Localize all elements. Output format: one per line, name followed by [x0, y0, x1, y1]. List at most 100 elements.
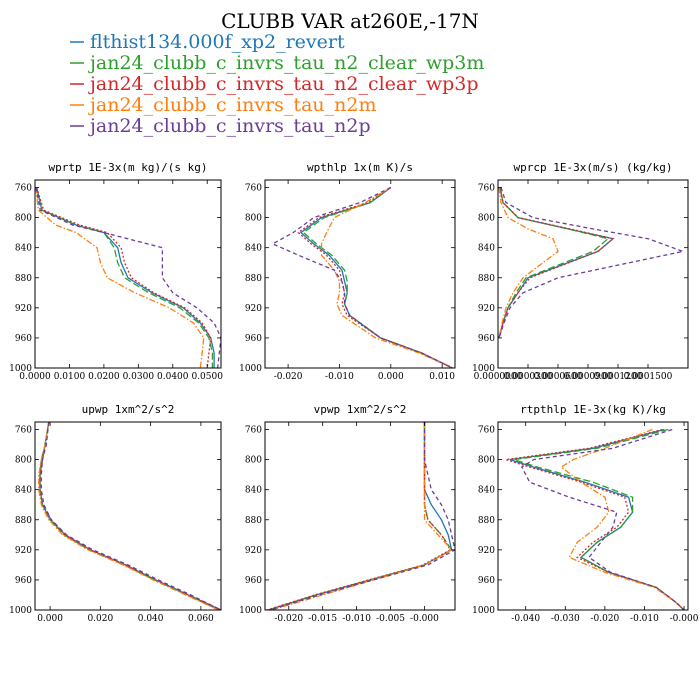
- y-tick-label: 1000: [472, 364, 495, 374]
- x-tick-label: -0.020: [274, 614, 303, 624]
- series-group: [38, 422, 221, 610]
- panel: wpthlp 1x(m K)/s 760 800 840 880 920 960 1000 -0…: [239, 161, 456, 382]
- y-tick-label: 920: [245, 304, 262, 314]
- series-group: [498, 187, 686, 339]
- y-tick-label: 1000: [239, 364, 262, 374]
- y-tick-label: 800: [15, 456, 32, 466]
- series-line: [513, 428, 685, 610]
- y-tick-label: 960: [15, 576, 32, 586]
- plot-frame: [497, 179, 689, 369]
- panel: rtpthlp 1E-3x(kg K)/kg 760 800 840 880 920 960…: [472, 403, 699, 624]
- series-line: [40, 422, 221, 610]
- y-tick-label: 880: [15, 516, 32, 526]
- panel-title: wprcp 1E-3x(m/s) (kg/kg): [514, 161, 673, 174]
- y-tick-label: 840: [245, 244, 262, 254]
- series-line: [39, 422, 221, 610]
- panel-title: vpwp 1xm^2/s^2: [314, 403, 407, 416]
- series-line: [498, 187, 610, 339]
- y-tick-label: 760: [478, 426, 495, 436]
- legend-entry: flthist134.000f_xp2_revert: [70, 31, 345, 53]
- x-tick-label: -0.015: [308, 614, 337, 624]
- panel-title: wprtp 1E-3x(m kg)/(s kg): [49, 161, 208, 174]
- y-tick-label: 840: [15, 486, 32, 496]
- y-tick-label: 760: [245, 184, 262, 194]
- series-line: [271, 186, 453, 368]
- panel: upwp 1xm^2/s^2 760 800 840 880 920 960 1000 0.00…: [9, 403, 222, 624]
- x-tick-label: 0.0000: [19, 372, 51, 382]
- y-tick-label: 920: [15, 546, 32, 556]
- legend-label: jan24_clubb_c_invrs_tau_n2m: [88, 94, 376, 116]
- y-tick-label: 960: [245, 334, 262, 344]
- series-line: [520, 428, 685, 610]
- x-tick-label: 0.0000600: [534, 372, 583, 382]
- series-line: [320, 186, 453, 368]
- x-tick-label: 0.0001500: [624, 372, 673, 382]
- x-tick-label: 0.0000900: [564, 372, 613, 382]
- x-tick-label: -0.010: [630, 614, 659, 624]
- y-tick-label: 840: [245, 486, 262, 496]
- y-tick-label: 1000: [472, 606, 495, 616]
- y-tick-label: 920: [478, 546, 495, 556]
- series-group: [35, 187, 221, 368]
- panel: vpwp 1xm^2/s^2 760 800 840 880 920 960 1000 -0.0…: [239, 403, 456, 624]
- panel: wprtp 1E-3x(m kg)/(s kg) 760 800 840 880 920 9…: [9, 161, 223, 382]
- series-line: [35, 187, 221, 368]
- series-group: [266, 422, 455, 610]
- x-tick-label: -0.020: [590, 614, 619, 624]
- panel-title: upwp 1xm^2/s^2: [82, 403, 175, 416]
- y-tick-label: 1000: [9, 364, 32, 374]
- series-line: [266, 422, 452, 610]
- series-line: [302, 186, 453, 368]
- legend-entry: jan24_clubb_c_invrs_tau_n2_clear_wp3p: [70, 73, 479, 95]
- y-tick-label: 800: [245, 456, 262, 466]
- legend-entry: jan24_clubb_c_invrs_tau_n2_clear_wp3m: [70, 52, 484, 74]
- series-line: [36, 187, 212, 368]
- plot-frame: [34, 421, 222, 611]
- x-tick-label: 0.0400: [157, 372, 189, 382]
- y-tick-label: 960: [15, 334, 32, 344]
- panels: wprtp 1E-3x(m kg)/(s kg) 760 800 840 880 920 9…: [9, 161, 699, 624]
- series-line: [38, 422, 219, 610]
- x-tick-label: 0.010: [429, 372, 455, 382]
- x-tick-label: 0.000: [37, 614, 63, 624]
- y-tick-label: 840: [15, 244, 32, 254]
- panel-title: wpthlp 1x(m K)/s: [307, 161, 413, 174]
- x-tick-label: -0.010: [325, 372, 354, 382]
- x-tick-label: 0.020: [87, 614, 113, 624]
- x-tick-label: 0.0000300: [504, 372, 553, 382]
- y-tick-label: 920: [245, 546, 262, 556]
- x-tick-label: 0.0100: [54, 372, 86, 382]
- y-tick-label: 1000: [9, 606, 32, 616]
- y-tick-label: 960: [245, 576, 262, 586]
- plot-frame: [264, 179, 456, 369]
- x-tick-label: -0.040: [511, 614, 540, 624]
- x-tick-label: 0.0500: [191, 372, 223, 382]
- y-tick-label: 920: [478, 304, 495, 314]
- x-tick-label: -0.020: [274, 372, 303, 382]
- legend-label: jan24_clubb_c_invrs_tau_n2_clear_wp3m: [88, 52, 484, 74]
- series-line: [36, 187, 214, 368]
- series-line: [269, 422, 455, 610]
- series-line: [39, 422, 220, 610]
- series-group: [505, 428, 685, 610]
- series-line: [505, 428, 685, 610]
- series-line: [498, 187, 615, 339]
- legend-entry: jan24_clubb_c_invrs_tau_n2p: [70, 115, 371, 137]
- x-tick-label: 0.0001200: [594, 372, 643, 382]
- legend: flthist134.000f_xp2_revertjan24_clubb_c_…: [70, 31, 484, 137]
- y-tick-label: 960: [478, 334, 495, 344]
- y-tick-label: 1000: [239, 606, 262, 616]
- legend-label: flthist134.000f_xp2_revert: [90, 31, 345, 53]
- y-tick-label: 960: [478, 576, 495, 586]
- y-tick-label: 760: [245, 426, 262, 436]
- y-tick-label: 800: [478, 456, 495, 466]
- series-line: [271, 422, 453, 610]
- panel: wprcp 1E-3x(m/s) (kg/kg) 760 800 840 880 920 9…: [472, 161, 689, 382]
- x-tick-label: 0.0000000: [474, 372, 523, 382]
- plot-frame: [34, 179, 222, 369]
- x-tick-label: -0.030: [551, 614, 580, 624]
- x-tick-label: 0.0200: [88, 372, 120, 382]
- series-line: [297, 186, 453, 368]
- series-line: [498, 187, 559, 339]
